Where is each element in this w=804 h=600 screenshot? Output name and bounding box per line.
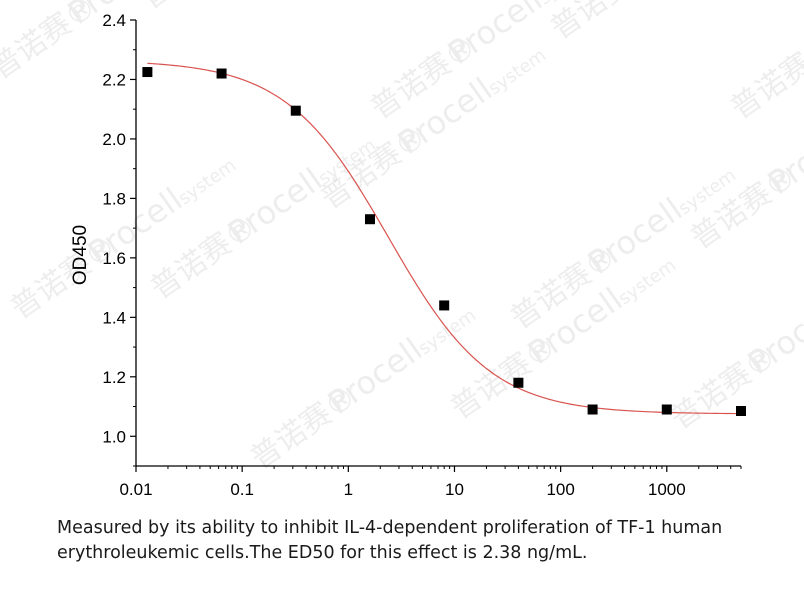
watermark-brand: Procell (321, 330, 429, 422)
data-point (661, 404, 672, 415)
x-tick-label: 100 (546, 480, 574, 499)
watermark-cn: 普诺赛® (545, 0, 663, 47)
x-tick-label: 1000 (648, 480, 686, 499)
x-tick-label: 10 (445, 480, 464, 499)
data-point (290, 105, 301, 116)
y-tick-label: 1.0 (102, 427, 126, 446)
chart-axes: 1.0 1.2 1.4 1.6 1.8 2.0 2.2 2.4 0.01 0.1 1 10 100 100… (102, 11, 742, 499)
watermark-suffix: system (485, 45, 550, 100)
y-tick-label: 1.2 (102, 368, 126, 387)
watermark-cn: 普诺赛® (725, 29, 804, 126)
data-point (736, 405, 746, 416)
data-point (142, 67, 153, 78)
data-point (513, 377, 524, 388)
y-tick-label: 2.2 (102, 70, 126, 89)
figure-caption: Measured by its ability to inhibit IL-4-… (57, 516, 777, 566)
watermark-cn: 普诺赛® (135, 0, 253, 17)
data-point (439, 300, 450, 311)
watermark-suffix: system (415, 305, 480, 360)
caption-line-2: erythroleukemic cells.The ED50 for this … (57, 543, 588, 563)
data-points (142, 67, 746, 416)
y-tick-label: 2.0 (102, 130, 126, 149)
caption-line-1: Measured by its ability to inhibit IL-4-… (57, 518, 723, 538)
x-tick-label: 1 (344, 480, 353, 499)
data-point (587, 404, 598, 415)
y-axis-label: OD450 (70, 225, 91, 285)
y-tick-label: 1.8 (102, 189, 126, 208)
fit-curve (147, 62, 742, 415)
y-tick-label: 1.4 (102, 308, 126, 327)
watermark-suffix: system (175, 155, 240, 210)
x-tick-label: 0.01 (119, 480, 152, 499)
data-point (216, 68, 227, 79)
data-point (364, 214, 375, 225)
y-tick-label: 2.4 (102, 11, 126, 30)
x-tick-label: 0.1 (230, 480, 254, 499)
dose-response-chart: 普诺赛®Procellsystem普诺赛®Procellsystem普诺赛®Pr… (0, 0, 804, 499)
y-tick-label: 1.6 (102, 249, 126, 268)
